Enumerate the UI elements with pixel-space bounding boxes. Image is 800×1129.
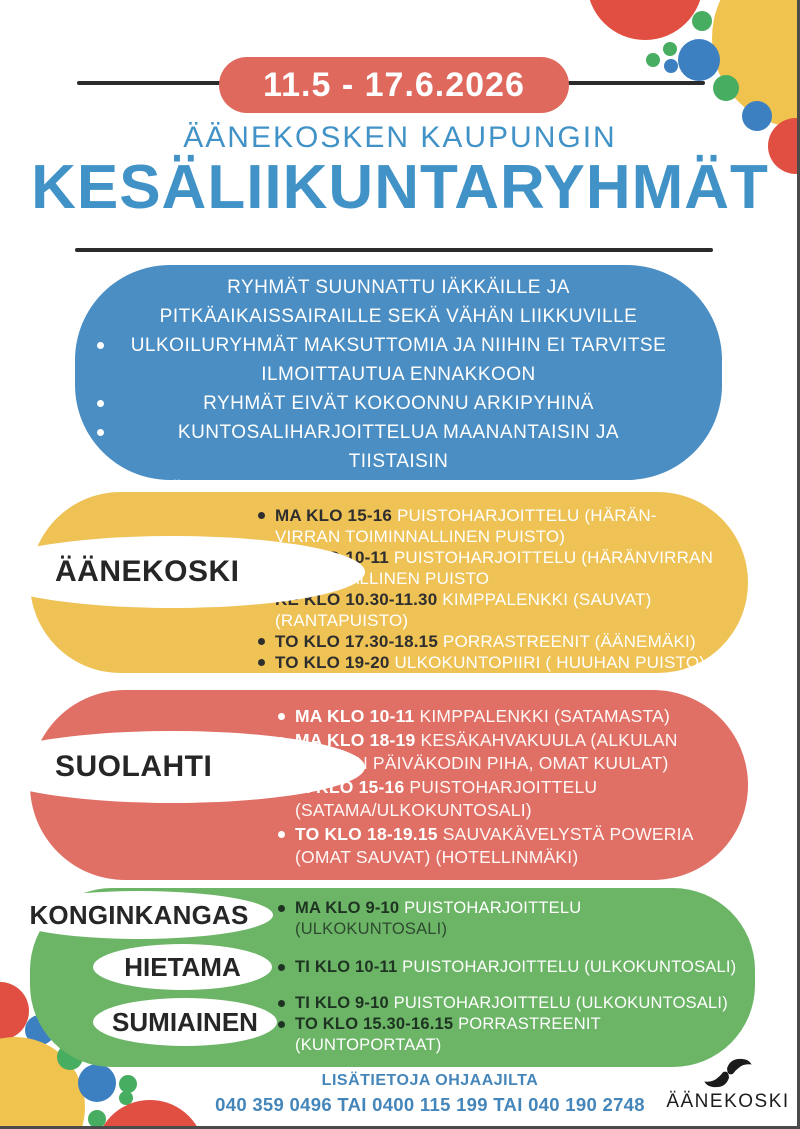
page-edge-right <box>797 0 800 1129</box>
schedule-time: TO KLO 18-19.15 <box>295 823 438 844</box>
schedule-desc: (SATAMA/ULKOKUNTOSALI) <box>295 800 532 820</box>
decorative-circle <box>713 75 739 101</box>
decorative-circle <box>78 1064 116 1102</box>
schedule-desc: PORRASTREENIT <box>453 1015 601 1033</box>
schedule-item: KE KLO 10.30-11.30 KIMPPALENKKI (SAUVAT)… <box>255 589 735 631</box>
aanekoski-logo-text: ÄÄNEKOSKI <box>666 1091 790 1112</box>
schedule-time: MA KLO 10-11 <box>295 706 415 726</box>
section-label-suolahti: SUOLAHTI <box>0 731 365 803</box>
schedule-list-sumiainen: TI KLO 9-10 PUISTOHARJOITTELU (ULKOKUNTO… <box>275 993 760 1056</box>
decorative-circle <box>742 101 772 131</box>
schedule-desc: PUISTOHARJOITTELU (HÄRÄN- <box>392 506 657 525</box>
info-item: ULKOILURYHMÄT MAKSUTTOMIA JA NIIHIN EI T… <box>97 331 667 389</box>
schedule-desc: KIMPPALENKKI (SAUVAT) <box>437 590 652 609</box>
schedule-desc: (OMAT SAUVAT) (HOTELLINMÄKI) <box>295 847 579 867</box>
schedule-desc: PUISTOHARJOITTELU <box>404 776 598 797</box>
schedule-item: TI KLO 15-16 PUISTOHARJOITTELU (SATAMA/UL… <box>275 776 730 823</box>
organization-title: ÄÄNEKOSKEN KAUPUNGIN <box>183 121 617 154</box>
schedule-item: TO KLO 15.30-16.15 PORRASTREENIT (KUNTOPO… <box>275 1014 760 1056</box>
page-edge-bottom <box>0 1126 800 1129</box>
decorative-circle <box>587 0 703 40</box>
section-villages: KONGINKANGAS MA KLO 9-10 PUISTOHARJOITTE… <box>5 888 755 1067</box>
schedule-time: TO KLO 17.30-18.15 <box>275 632 438 651</box>
schedule-item: MA KLO 15-16 PUISTOHARJOITTELU (HÄRÄN- VI… <box>255 505 735 547</box>
general-info-box: RYHMÄT SUUNNATTU IÄKKÄILLE JA PITKÄAIKAI… <box>75 265 722 501</box>
section-label-text: KONGINKANGAS <box>29 899 249 930</box>
divider-rule <box>75 248 713 252</box>
schedule-time: MA KLO 15-16 <box>275 506 393 525</box>
info-item: RYHMÄT SUUNNATTU IÄKKÄILLE JA PITKÄAIKAI… <box>97 273 667 331</box>
schedule-desc: KESÄKAHVAKUULA (ALKULAN <box>415 729 678 750</box>
section-label-text: SUOLAHTI <box>55 750 213 783</box>
footer-info-label: LISÄTIETOJA OHJAAJILTA <box>321 1072 539 1089</box>
schedule-item: MA KLO 9-10 PUISTOHARJOITTELU (ULKOKUNTOS… <box>275 898 735 940</box>
schedule-desc: PUISTOHARJOITTELU (HÄRÄNVIRRAN <box>388 548 714 567</box>
schedule-desc: (ULKOKUNTOSALI) <box>295 920 448 938</box>
schedule-time: TO KLO 15.30-16.15 <box>295 1015 454 1033</box>
info-item: RYHMÄT EIVÄT KOKOONNU ARKIPYHINÄ <box>97 389 667 418</box>
schedule-desc: (RANTAPUISTO) <box>275 611 409 630</box>
schedule-item: TO KLO 19-20 ULKOKUNTOPIIRI ( HUUHAN PUI… <box>255 652 735 673</box>
section-aanekoski: ÄÄNEKOSKI MA KLO 15-16 PUISTOHARJOITTELU… <box>0 492 748 673</box>
schedule-desc: VANHAN PÄIVÄKODIN PIHA, OMAT KUULAT) <box>295 753 669 773</box>
footer-phone-numbers: 040 359 0496 TAI 0400 115 199 TAI 040 19… <box>215 1094 645 1115</box>
schedule-desc: PUISTOHARJOITTELU <box>399 899 582 917</box>
section-label-sumiainen: SUMIAINEN <box>93 998 277 1046</box>
decorative-circle <box>692 11 712 31</box>
decorative-circle <box>678 39 720 81</box>
decorative-circle <box>664 59 678 73</box>
schedule-time: TO KLO 19-20 <box>275 653 390 672</box>
schedule-item: TI KLO 9-10 PUISTOHARJOITTELU (ULKOKUNTO… <box>275 993 760 1014</box>
schedule-desc: SAUVAKÄVELYSTÄ POWERIA <box>437 823 694 844</box>
section-label-konginkangas: KONGINKANGAS <box>5 891 273 939</box>
decorative-circle <box>663 42 677 56</box>
decorative-circle <box>119 1075 137 1093</box>
schedule-desc: (KUNTOPORTAAT) <box>295 1036 442 1054</box>
schedule-list-hietama: TI KLO 10-11 PUISTOHARJOITTELU (ULKOKUNT… <box>275 957 760 978</box>
decorative-circle <box>646 53 660 67</box>
aanekoski-swirl-icon <box>704 1058 752 1088</box>
schedule-time: TI KLO 9-10 <box>295 994 389 1012</box>
section-suolahti: SUOLAHTI MA KLO 10-11 KIMPPALENKKI (SATA… <box>0 690 748 880</box>
schedule-item: TO KLO 18-19.15 SAUVAKÄVELYSTÄ POWERIA (O… <box>275 823 730 870</box>
schedule-desc: ULKOKUNTOPIIRI ( HUUHAN PUISTO) <box>389 653 706 672</box>
schedule-item: TI KLO 10-11 PUISTOHARJOITTELU (ULKOKUNT… <box>275 957 760 978</box>
schedule-list-suolahti: MA KLO 10-11 KIMPPALENKKI (SATAMASTA) MA … <box>275 705 730 870</box>
section-label-text: SUMIAINEN <box>112 1006 258 1037</box>
section-label-hietama: HIETAMA <box>93 944 272 990</box>
schedule-item: TO KLO 17.30-18.15 PORRASTREENIT (ÄÄNEMÄ… <box>255 631 735 652</box>
section-label-text: ÄÄNEKOSKI <box>55 555 240 588</box>
schedule-desc: PUISTOHARJOITTELU (ULKOKUNTOSALI) <box>397 958 737 976</box>
date-badge: 11.5 - 17.6.2026 <box>219 57 569 113</box>
page-title: KESÄLIIKUNTARYHMÄT <box>31 153 769 222</box>
aanekoski-logo: ÄÄNEKOSKI <box>660 1056 796 1113</box>
schedule-desc: PORRASTREENIT (ÄÄNEMÄKI) <box>437 632 696 651</box>
schedule-time: MA KLO 9-10 <box>295 899 400 917</box>
schedule-desc: PUISTOHARJOITTELU (ULKOKUNTOSALI) <box>388 994 728 1012</box>
section-label-aanekoski: ÄÄNEKOSKI <box>0 536 365 608</box>
schedule-desc: KIMPPALENKKI (SATAMASTA) <box>414 706 670 726</box>
schedule-item: MA KLO 10-11 KIMPPALENKKI (SATAMASTA) <box>275 705 730 729</box>
section-label-text: HIETAMA <box>124 951 241 982</box>
decorative-circle <box>119 1091 133 1105</box>
schedule-item: MA KLO 18-19 KESÄKAHVAKUULA (ALKULAN VANH… <box>275 729 730 776</box>
schedule-desc: VIRRAN TOIMINNALLINEN PUISTO) <box>275 527 566 546</box>
schedule-time: TI KLO 10-11 <box>295 958 398 976</box>
decorative-circle <box>88 1110 106 1128</box>
schedule-list-konginkangas: MA KLO 9-10 PUISTOHARJOITTELU (ULKOKUNTOS… <box>275 898 735 940</box>
